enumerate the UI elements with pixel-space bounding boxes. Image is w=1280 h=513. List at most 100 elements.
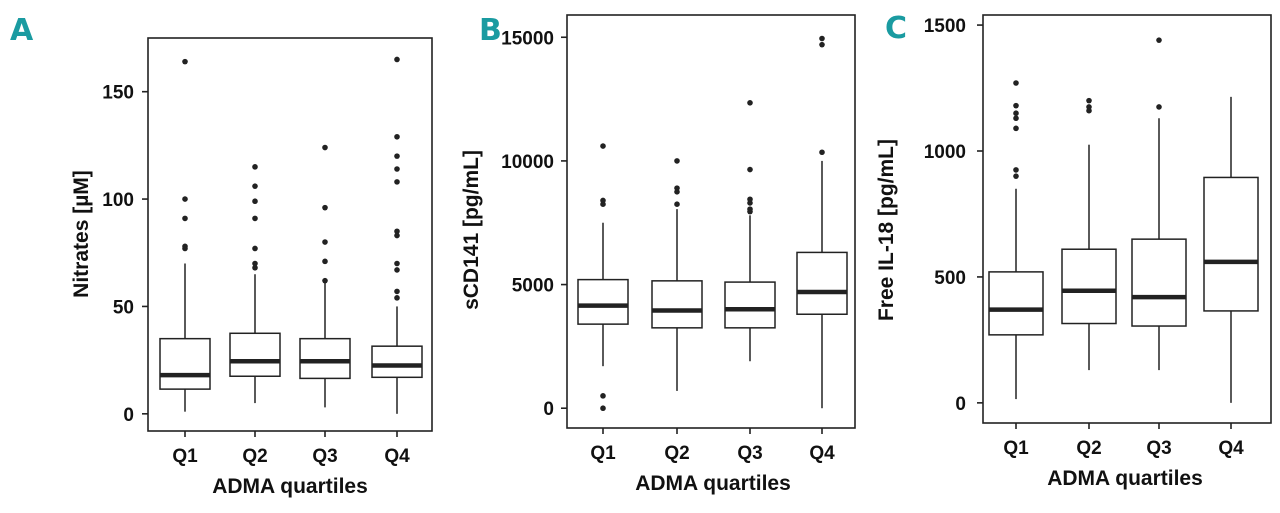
panel-b-letter: B <box>479 13 502 48</box>
outlier-point <box>394 179 400 185</box>
y-tick-label: 5000 <box>512 276 554 297</box>
panel-a-plot-frame <box>147 37 433 432</box>
outlier-point <box>394 260 400 267</box>
outlier-point <box>394 166 400 172</box>
x-tick-label-q3: Q3 <box>312 446 337 467</box>
outlier-point <box>252 245 258 252</box>
outlier-point <box>1013 115 1019 122</box>
panel-b: B 0 5000 10000 15000 Q1 Q2 Q3 Q4 ADMA quartiles… <box>460 13 856 495</box>
panel-b-plot-frame <box>566 14 856 429</box>
outlier-point <box>674 185 680 191</box>
outlier-point <box>1086 104 1092 110</box>
panel-b-marks: 0 5000 10000 15000 Q1 Q2 Q3 Q4 <box>501 28 848 464</box>
y-tick-label: 10000 <box>501 152 554 173</box>
outlier-point <box>394 56 400 63</box>
x-tick-label-q1: Q1 <box>1003 438 1029 459</box>
outlier-point <box>1013 80 1019 86</box>
outlier-point <box>322 144 328 151</box>
box-q3 <box>299 337 351 380</box>
x-tick-label-q2: Q2 <box>242 446 267 467</box>
outlier-point <box>600 393 606 399</box>
box-q1 <box>988 271 1044 336</box>
outlier-point <box>1156 37 1162 43</box>
box-q2 <box>229 332 281 377</box>
panel-c-x-axis-title: ADMA quartiles <box>1047 467 1203 490</box>
outlier-point <box>819 149 825 156</box>
outlier-point <box>182 58 188 65</box>
outlier-point <box>394 288 400 295</box>
x-tick-label-q4: Q4 <box>1218 438 1244 459</box>
outlier-point <box>252 164 258 170</box>
x-tick-label-q1: Q1 <box>172 446 198 467</box>
outlier-point <box>1086 97 1092 104</box>
box-q2 <box>1061 248 1117 325</box>
outlier-point <box>252 215 258 222</box>
outlier-point <box>747 206 753 212</box>
outlier-point <box>394 232 400 239</box>
outlier-point <box>252 198 258 205</box>
outlier-point <box>394 153 400 159</box>
outlier-point <box>252 260 258 267</box>
panel-c-marks: 0 500 1000 1500 Q1 Q2 Q3 Q4 <box>924 16 1259 459</box>
outlier-point <box>1013 173 1019 179</box>
x-tick-label-q2: Q2 <box>664 443 689 464</box>
outlier-point <box>1013 102 1019 109</box>
panel-c-y-axis-title: Free IL-18 [pg/mL] <box>875 139 898 321</box>
outlier-point <box>394 133 400 140</box>
box-q1 <box>577 278 629 325</box>
outlier-point <box>252 183 258 189</box>
panel-a: A 0 50 100 150 Q1 Q2 Q3 Q4 ADMA quartiles Nitra… <box>10 13 433 498</box>
box-q1 <box>159 337 211 390</box>
y-tick-label: 0 <box>123 405 134 426</box>
outlier-point <box>394 267 400 273</box>
y-tick-label: 50 <box>113 297 134 318</box>
outlier-point <box>674 158 680 164</box>
outlier-point <box>1156 104 1162 110</box>
panel-a-y-axis-title: Nitrates [µM] <box>70 170 93 298</box>
box-q3 <box>724 281 776 329</box>
x-tick-label-q3: Q3 <box>1146 438 1171 459</box>
outlier-point <box>747 196 753 203</box>
box-q2 <box>651 280 703 329</box>
outlier-point <box>674 201 680 207</box>
box-q3 <box>1131 238 1187 327</box>
outlier-point <box>322 239 328 245</box>
outlier-point <box>819 41 825 48</box>
panel-c-letter: C <box>885 11 907 46</box>
panel-b-x-axis-title: ADMA quartiles <box>635 472 791 495</box>
box-q4 <box>796 251 848 315</box>
outlier-point <box>600 197 606 204</box>
box-q4 <box>371 345 423 379</box>
outlier-point <box>747 166 753 173</box>
outlier-point <box>747 99 753 106</box>
x-tick-label-q4: Q4 <box>384 446 410 467</box>
outlier-point <box>394 228 400 235</box>
y-tick-label: 15000 <box>501 28 554 49</box>
outlier-point <box>322 258 328 265</box>
x-tick-label-q1: Q1 <box>590 443 616 464</box>
y-tick-label: 150 <box>102 83 134 104</box>
outlier-point <box>182 243 188 250</box>
outlier-point <box>322 204 328 211</box>
panel-a-x-axis-title: ADMA quartiles <box>212 475 368 498</box>
outlier-point <box>252 264 258 271</box>
outlier-point <box>600 405 606 412</box>
y-tick-label: 500 <box>934 268 966 289</box>
y-tick-label: 1000 <box>924 142 966 163</box>
outlier-point <box>182 215 188 222</box>
x-tick-label-q3: Q3 <box>737 443 762 464</box>
outlier-point <box>394 295 400 301</box>
outlier-point <box>322 277 328 284</box>
panel-c: C 0 500 1000 1500 Q1 Q2 Q3 Q4 ADMA quartiles Fr… <box>875 11 1272 490</box>
y-tick-label: 100 <box>102 190 134 211</box>
panel-c-plot-frame <box>982 14 1272 424</box>
outlier-point <box>1013 125 1019 132</box>
panel-b-y-axis-title: sCD141 [pg/mL] <box>460 150 483 310</box>
outlier-point <box>182 196 188 202</box>
outlier-point <box>1013 167 1019 173</box>
y-tick-label: 0 <box>955 394 966 415</box>
y-tick-label: 0 <box>543 399 554 420</box>
y-tick-label: 1500 <box>924 16 966 37</box>
outlier-point <box>819 35 825 42</box>
